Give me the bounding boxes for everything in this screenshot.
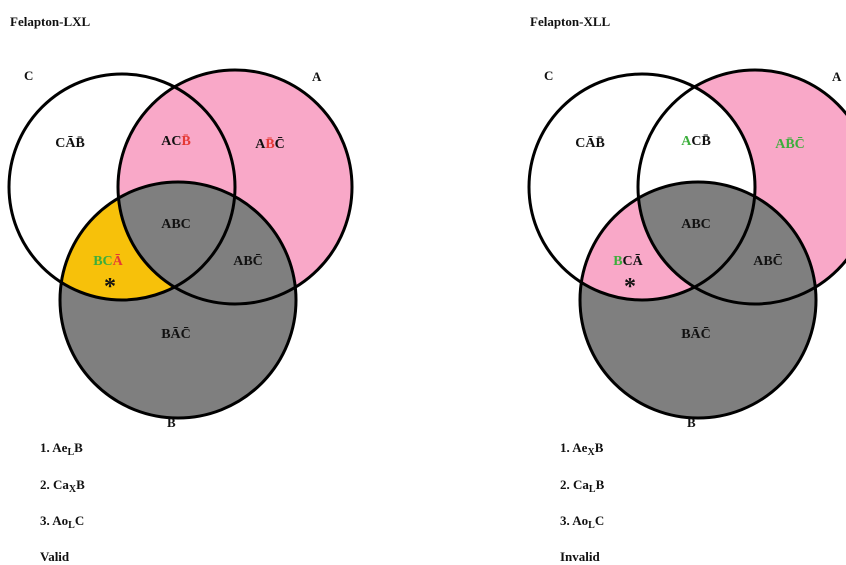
region-label: CĀB̄ [55, 135, 85, 151]
region-label: BĀC̄ [161, 326, 191, 342]
circle-label: A [832, 69, 842, 84]
region-label: ACB̄ [681, 134, 711, 149]
label-part: AB̄C̄ [775, 137, 805, 152]
label-part: CĀ [623, 253, 644, 269]
circle-outline [636, 68, 846, 306]
region-label: BCĀ [613, 253, 643, 269]
circle-outline [578, 180, 818, 420]
label-part: A [681, 134, 692, 149]
region-label: ABC [681, 217, 711, 232]
premise: 2. CaLB [560, 477, 605, 495]
circle-label: C [544, 68, 553, 83]
premise-text: 2. Ca [40, 477, 69, 492]
premise: 3. AoLC [40, 513, 84, 531]
label-part: CĀB̄ [575, 135, 605, 151]
premise-sub: L [68, 520, 75, 531]
diagram-title: Felapton-LXL [10, 14, 91, 29]
premise-sub: L [588, 520, 595, 531]
premise-text: C [595, 513, 604, 528]
premise-sub: X [587, 447, 595, 458]
region-label: ABC̄ [233, 254, 263, 269]
premise: 1. AeLB [40, 440, 83, 458]
circle-label: B [167, 415, 176, 430]
premise-text: 1. Ae [40, 440, 68, 455]
label-part: CB̄ [691, 134, 710, 149]
marker: * [104, 274, 116, 300]
region-label: ACB̄ [161, 134, 191, 149]
label-part: ABC [161, 217, 191, 232]
label-part: ABC̄ [753, 254, 783, 269]
circle-outline [116, 68, 354, 306]
premise-sub: X [69, 484, 77, 495]
label-part: A [255, 137, 266, 152]
premise-text: 1. Ae [560, 440, 588, 455]
premise-text: 3. Ao [40, 513, 68, 528]
label-part: C̄ [275, 137, 285, 152]
premise-sub: L [589, 484, 596, 495]
label-part: BĀC̄ [681, 326, 711, 342]
premise-text: B [595, 440, 604, 455]
label-part: CĀB̄ [55, 135, 85, 151]
label-part: BĀC̄ [161, 326, 191, 342]
region-label: BĀC̄ [681, 326, 711, 342]
verdict: Invalid [560, 549, 601, 564]
label-part: AC [161, 134, 181, 149]
circle-outline [527, 72, 757, 302]
label-part: ABC̄ [233, 254, 263, 269]
label-part: BC [93, 254, 112, 269]
marker: * [624, 274, 636, 300]
premise-text: B [74, 440, 83, 455]
premise-sub: L [67, 447, 74, 458]
premise-text: B [596, 477, 605, 492]
premise: 3. AoLC [560, 513, 604, 531]
label-part: B̄ [265, 137, 274, 152]
region-label: ABC̄ [753, 254, 783, 269]
circle-label: A [312, 69, 322, 84]
premise-text: C [75, 513, 84, 528]
circle-outline [58, 180, 298, 420]
premise-text: B [76, 477, 85, 492]
label-part: ABC [681, 217, 711, 232]
premise-text: 3. Ao [560, 513, 588, 528]
region-label: AB̄C̄ [255, 137, 285, 152]
region-label: ABC [161, 217, 191, 232]
circle-label: B [687, 415, 696, 430]
label-part: B̄ [181, 134, 190, 149]
circle-outline [7, 72, 237, 302]
label-part: Ā [113, 253, 124, 269]
region-label: AB̄C̄ [775, 137, 805, 152]
verdict: Valid [40, 549, 70, 564]
premise: 1. AeXB [560, 440, 604, 458]
premise-text: 2. Ca [560, 477, 589, 492]
premise: 2. CaXB [40, 477, 85, 495]
label-part: B [613, 254, 622, 269]
region-label: CĀB̄ [575, 135, 605, 151]
circle-label: C [24, 68, 33, 83]
region-label: BCĀ [93, 253, 123, 269]
diagram-title: Felapton-XLL [530, 14, 611, 29]
